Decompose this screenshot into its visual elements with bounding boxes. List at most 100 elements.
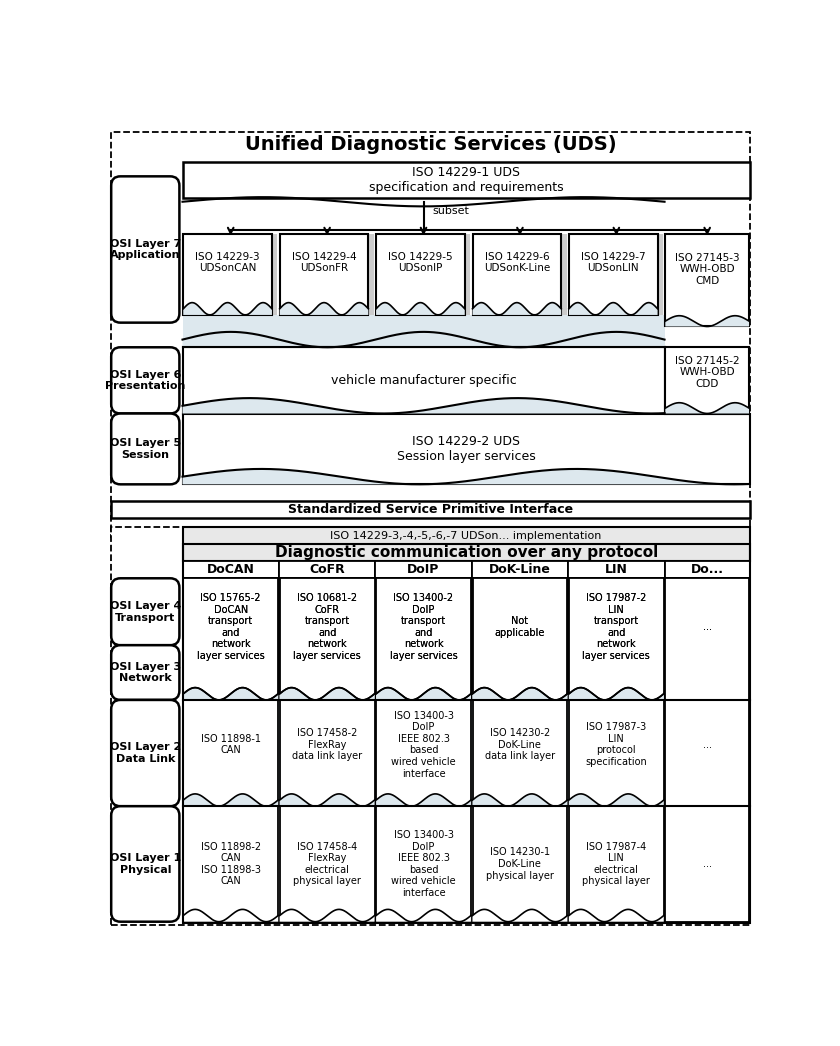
Text: ISO 11898-1
CAN: ISO 11898-1 CAN [201, 734, 260, 755]
Text: ISO 14229-6
UDSonK-Line: ISO 14229-6 UDSonK-Line [484, 252, 550, 273]
Polygon shape [183, 909, 278, 922]
Text: ISO 14230-2
DoK-Line
data link layer: ISO 14230-2 DoK-Line data link layer [485, 728, 555, 761]
Text: Not
applicable: Not applicable [495, 616, 545, 638]
Text: ISO 13400-3
DoIP
IEEE 802.3
based
wired vehicle
interface: ISO 13400-3 DoIP IEEE 802.3 based wired … [391, 710, 456, 778]
Polygon shape [182, 469, 750, 484]
Bar [182, 562, 279, 578]
Polygon shape [657, 234, 663, 315]
Polygon shape [182, 399, 664, 413]
Text: OSI Layer 5
Session: OSI Layer 5 Session [110, 438, 181, 460]
Bar [376, 234, 465, 315]
Bar [473, 806, 567, 922]
Bar [665, 578, 749, 700]
Text: Not
applicable: Not applicable [495, 616, 545, 638]
Polygon shape [376, 794, 471, 806]
Polygon shape [560, 234, 567, 315]
Polygon shape [376, 302, 465, 315]
Text: ISO 14229-3
UDSonCAN: ISO 14229-3 UDSonCAN [195, 252, 260, 273]
FancyBboxPatch shape [111, 806, 180, 922]
Bar [280, 806, 375, 922]
Polygon shape [183, 687, 278, 700]
Text: DoIP: DoIP [407, 564, 439, 576]
Polygon shape [569, 302, 658, 315]
Text: ...: ... [703, 859, 711, 869]
Text: OSI Layer 1
Physical: OSI Layer 1 Physical [110, 854, 181, 874]
Text: ISO 17458-4
FlexRay
electrical
physical layer: ISO 17458-4 FlexRay electrical physical … [293, 842, 361, 886]
Bar [280, 578, 375, 700]
Text: Do...: Do... [690, 564, 724, 576]
Text: ...: ... [703, 622, 711, 632]
Polygon shape [183, 687, 278, 700]
Polygon shape [376, 687, 471, 700]
Text: ISO 14229-1 UDS
specification and requirements: ISO 14229-1 UDS specification and requir… [369, 166, 564, 195]
Text: ...: ... [703, 622, 711, 632]
Text: ISO 14230-1
DoK-Line
physical layer: ISO 14230-1 DoK-Line physical layer [486, 847, 554, 881]
Bar [280, 700, 375, 806]
Bar [375, 562, 472, 578]
Bar [183, 578, 278, 700]
Text: ...: ... [703, 740, 711, 750]
Polygon shape [569, 909, 664, 922]
Bar [376, 700, 471, 806]
Text: ISO 11898-2
CAN
ISO 11898-3
CAN: ISO 11898-2 CAN ISO 11898-3 CAN [201, 842, 260, 886]
Polygon shape [569, 687, 664, 700]
Text: ISO 10681-2
CoFR
transport
and
network
layer services: ISO 10681-2 CoFR transport and network l… [293, 593, 361, 661]
Polygon shape [569, 687, 664, 700]
Bar [665, 234, 749, 326]
Bar [569, 806, 664, 922]
Text: DoK-Line: DoK-Line [489, 564, 551, 576]
Polygon shape [280, 302, 369, 315]
Text: Diagnostic communication over any protocol: Diagnostic communication over any protoc… [275, 545, 658, 561]
Bar [111, 501, 750, 518]
Text: OSI Layer 6
Presentation: OSI Layer 6 Presentation [105, 369, 186, 391]
Bar [182, 700, 664, 806]
Bar [182, 315, 664, 347]
Polygon shape [665, 403, 749, 413]
FancyBboxPatch shape [111, 645, 180, 700]
Polygon shape [280, 687, 375, 700]
Bar [569, 578, 664, 700]
Bar [473, 578, 567, 700]
Text: ISO 13400-2
DoIP
transport
and
network
layer services: ISO 13400-2 DoIP transport and network l… [390, 593, 458, 661]
Bar [182, 578, 664, 700]
Text: ISO 17987-2
LIN
transport
and
network
layer services: ISO 17987-2 LIN transport and network la… [582, 593, 650, 661]
Polygon shape [368, 234, 374, 315]
Polygon shape [182, 332, 664, 347]
Text: OSI Layer 4
Transport: OSI Layer 4 Transport [109, 601, 181, 622]
Text: CoFR: CoFR [309, 564, 345, 576]
Text: vehicle manufacturer specific: vehicle manufacturer specific [331, 373, 517, 387]
Bar [665, 578, 749, 700]
Text: ISO 17458-2
FlexRay
data link layer: ISO 17458-2 FlexRay data link layer [292, 728, 362, 761]
Bar [111, 527, 750, 925]
Bar [182, 162, 750, 198]
Bar [182, 527, 750, 544]
Text: OSI Layer 3
Network: OSI Layer 3 Network [110, 662, 181, 683]
FancyBboxPatch shape [111, 347, 180, 413]
Text: ISO 17987-4
LIN
electrical
physical layer: ISO 17987-4 LIN electrical physical laye… [582, 842, 650, 886]
Polygon shape [183, 794, 278, 806]
Text: LIN: LIN [605, 564, 627, 576]
Bar [472, 562, 568, 578]
Bar [182, 527, 750, 924]
Bar [183, 578, 278, 700]
Polygon shape [271, 234, 277, 315]
FancyBboxPatch shape [111, 413, 180, 484]
Bar [665, 806, 749, 922]
Text: ISO 27145-3
WWH-OBD
CMD: ISO 27145-3 WWH-OBD CMD [675, 252, 739, 286]
Bar [569, 578, 664, 700]
Bar [376, 806, 471, 922]
Bar [183, 806, 278, 922]
Bar [182, 544, 750, 562]
Polygon shape [280, 687, 375, 700]
Bar [665, 700, 749, 806]
Text: OSI Layer 2
Data Link: OSI Layer 2 Data Link [110, 743, 181, 764]
FancyBboxPatch shape [111, 177, 180, 322]
Bar [473, 234, 561, 315]
Bar [569, 700, 664, 806]
Bar [183, 234, 272, 315]
Bar [473, 578, 567, 700]
Polygon shape [665, 316, 749, 326]
Polygon shape [376, 687, 471, 700]
Polygon shape [473, 687, 567, 700]
Text: ISO 14229-4
UDSonFR: ISO 14229-4 UDSonFR [291, 252, 356, 273]
